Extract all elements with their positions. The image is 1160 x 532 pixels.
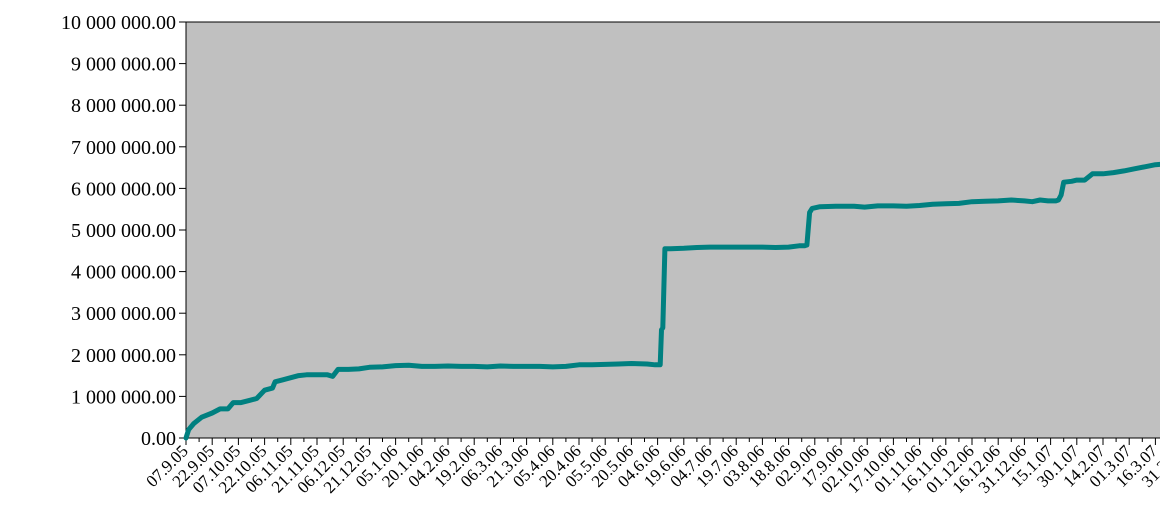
y-tick-label-10: 10 000 000.00 — [61, 12, 176, 34]
y-tick-label-7: 7 000 000.00 — [71, 137, 176, 159]
x-axis: 07.9.0522.9.0507.10.0522.10.0506.11.0521… — [142, 438, 1160, 497]
series-line — [183, 161, 1160, 441]
y-tick-label-8: 8 000 000.00 — [71, 95, 176, 117]
y-tick-label-4: 4 000 000.00 — [71, 262, 176, 284]
y-tick-label-3: 3 000 000.00 — [71, 303, 176, 325]
y-tick-label-6: 6 000 000.00 — [71, 178, 176, 200]
y-tick-label-0: 0.00 — [141, 428, 176, 450]
y-tick-label-5: 5 000 000.00 — [71, 220, 176, 242]
y-axis: 0.00 1 000 000.00 2 000 000.00 3 000 000.00… — [61, 12, 186, 450]
y-tick-label-9: 9 000 000.00 — [71, 54, 176, 76]
y-tick-label-2: 2 000 000.00 — [71, 345, 176, 367]
y-tick-label-1: 1 000 000.00 — [71, 386, 176, 408]
